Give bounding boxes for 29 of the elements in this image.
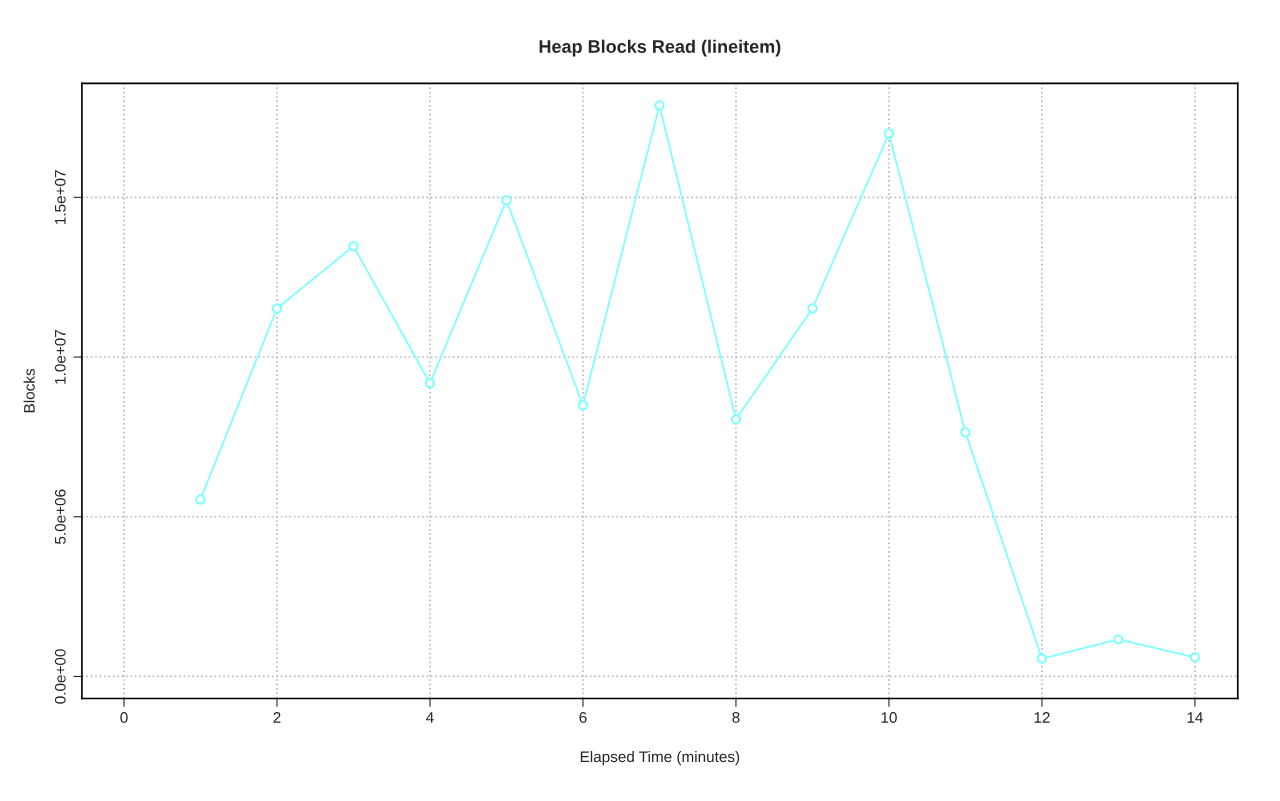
point [424,378,436,389]
x-axis-title: Elapsed Time (minutes) [580,750,740,766]
point [1113,634,1124,645]
y-tick-label: 0.0e+00 [54,649,66,704]
point [577,400,589,411]
x-tick-label: 8 [732,712,740,723]
point [271,303,283,314]
y-tick-label: 1.5e+07 [54,170,66,224]
point [1189,652,1201,663]
x-tick-label: 4 [426,712,434,723]
y-tick-label: 5.0e+06 [54,489,66,544]
point [960,427,971,438]
chart-title: Heap Blocks Read (lineitem) [539,39,781,57]
y-axis-title: Blocks [23,368,35,413]
x-tick-label: 12 [1034,712,1050,723]
x-tick-label: 0 [120,712,128,723]
x-tick-label: 2 [273,712,281,723]
point [883,128,895,139]
point [1036,653,1048,664]
x-tick-label: 6 [579,712,587,723]
y-tick-label: 1.0e+07 [54,329,66,384]
point [807,303,818,314]
point [730,414,742,425]
point [195,494,206,505]
point [501,195,512,206]
x-tick-label: 10 [881,712,897,723]
point [348,240,359,252]
point [654,100,665,111]
x-tick-label: 14 [1187,712,1203,723]
